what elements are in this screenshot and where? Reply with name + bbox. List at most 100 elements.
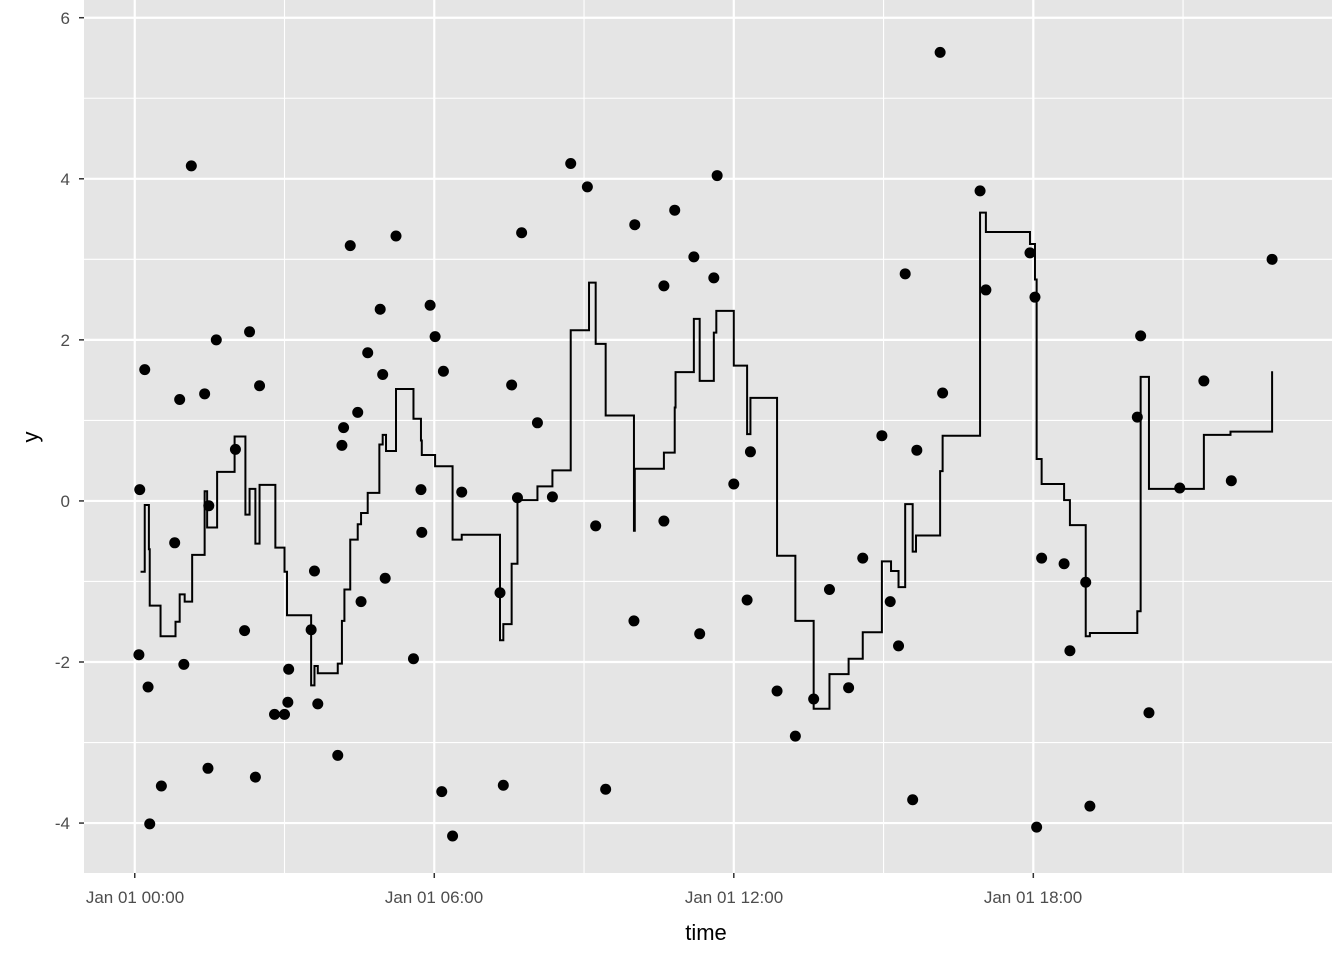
data-point xyxy=(142,681,154,693)
x-tick-label: Jan 01 06:00 xyxy=(385,888,483,907)
data-point xyxy=(1131,411,1143,423)
y-axis: -4 -2 0 2 4 6 xyxy=(55,9,70,833)
data-point xyxy=(362,347,374,359)
data-point xyxy=(771,685,783,697)
data-point xyxy=(377,368,389,380)
data-point xyxy=(407,653,419,665)
data-point xyxy=(546,491,558,503)
data-point xyxy=(139,364,151,376)
data-point xyxy=(416,526,428,538)
data-point xyxy=(1266,253,1278,265)
data-point xyxy=(497,779,509,791)
data-point xyxy=(1029,291,1041,303)
data-point xyxy=(600,783,612,795)
data-point xyxy=(843,682,855,694)
y-tick-label: 0 xyxy=(61,492,70,511)
data-point xyxy=(169,537,181,549)
data-point xyxy=(1036,552,1048,564)
data-point xyxy=(789,730,801,742)
data-point xyxy=(937,387,949,399)
data-point xyxy=(857,552,869,564)
data-point xyxy=(708,272,720,284)
data-point xyxy=(1024,247,1036,259)
data-point xyxy=(1143,707,1155,719)
data-point xyxy=(429,331,441,343)
data-point xyxy=(628,615,640,627)
data-point xyxy=(688,251,700,263)
data-point xyxy=(494,587,506,599)
data-point xyxy=(229,443,241,455)
data-point xyxy=(203,500,215,512)
data-point xyxy=(279,708,291,720)
data-point xyxy=(1084,800,1096,812)
y-tick-label: 4 xyxy=(61,170,70,189)
data-point xyxy=(899,268,911,280)
data-point xyxy=(178,658,190,670)
y-tick-label: 2 xyxy=(61,331,70,350)
data-point xyxy=(437,365,449,377)
data-point xyxy=(133,649,145,661)
x-tick-label: Jan 01 12:00 xyxy=(685,888,783,907)
data-point xyxy=(516,227,528,239)
data-point xyxy=(1198,375,1210,387)
data-point xyxy=(934,46,946,58)
data-point xyxy=(823,584,835,596)
data-point xyxy=(506,379,518,391)
data-point xyxy=(379,572,391,584)
data-point xyxy=(155,780,167,792)
y-tick-label: -4 xyxy=(55,814,70,833)
data-point xyxy=(312,698,324,710)
data-point xyxy=(308,565,320,577)
data-point xyxy=(980,284,992,296)
data-point xyxy=(415,484,427,496)
data-point xyxy=(390,230,402,242)
data-point xyxy=(134,484,146,496)
x-tick-label: Jan 01 18:00 xyxy=(984,888,1082,907)
data-point xyxy=(728,478,740,490)
data-point xyxy=(305,624,317,636)
data-point xyxy=(282,696,294,708)
x-axis: Jan 01 00:00 Jan 01 06:00 Jan 01 12:00 J… xyxy=(86,888,1082,907)
data-point xyxy=(456,486,468,498)
data-point xyxy=(338,422,350,434)
plot-panel xyxy=(84,0,1332,873)
data-point xyxy=(893,640,905,652)
data-point xyxy=(244,326,256,338)
tick-marks xyxy=(79,16,1035,878)
data-point xyxy=(144,818,156,830)
data-point xyxy=(239,625,251,637)
x-axis-title: time xyxy=(685,920,727,945)
y-axis-title: y xyxy=(18,432,43,443)
data-point xyxy=(808,693,820,705)
data-point xyxy=(424,299,436,311)
data-point xyxy=(344,240,356,252)
gridlines xyxy=(84,0,1332,873)
data-point xyxy=(210,334,222,346)
data-point xyxy=(1135,330,1147,342)
data-point xyxy=(876,430,888,442)
data-point xyxy=(1058,558,1070,570)
data-point xyxy=(974,185,986,197)
data-point xyxy=(185,160,197,172)
y-tick-label: 6 xyxy=(61,9,70,28)
data-point xyxy=(711,170,723,182)
data-point xyxy=(669,204,681,216)
data-point xyxy=(336,439,348,451)
data-point xyxy=(1031,821,1043,833)
data-point xyxy=(658,280,670,292)
data-point xyxy=(254,380,266,392)
data-point xyxy=(511,492,523,504)
data-point xyxy=(352,406,364,418)
data-point xyxy=(199,388,211,400)
data-point xyxy=(741,594,753,606)
data-point xyxy=(1225,475,1237,487)
data-point xyxy=(581,181,593,193)
y-tick-label: -2 xyxy=(55,653,70,672)
data-point xyxy=(744,446,756,458)
data-point xyxy=(590,520,602,532)
data-point xyxy=(374,303,386,315)
data-point xyxy=(447,830,459,842)
data-point xyxy=(1080,576,1092,588)
data-point xyxy=(907,794,919,806)
